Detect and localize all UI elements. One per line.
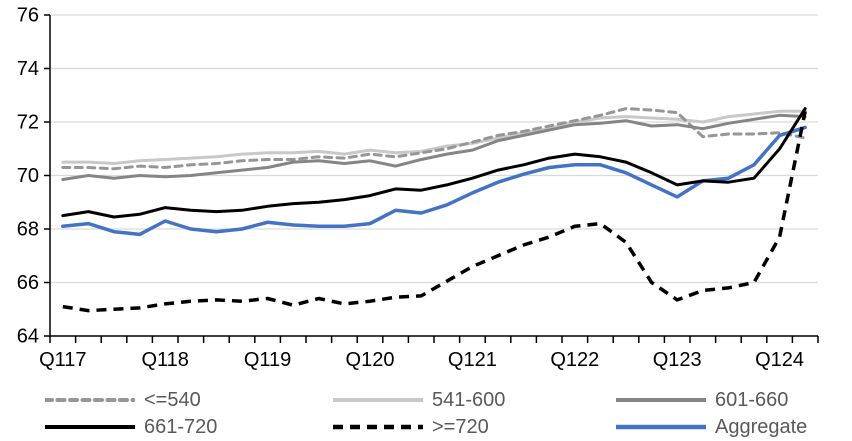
y-tick-label-72: 72 [17, 111, 39, 133]
y-tick-label-64: 64 [17, 325, 39, 347]
y-tick-label-74: 74 [17, 58, 39, 80]
x-tick-label-Q117: Q117 [39, 349, 86, 371]
legend-swatch-le-540 [45, 398, 135, 402]
legend-item-aggregate: Aggregate [616, 415, 807, 439]
series-line-541-600 [61, 109, 807, 165]
legend-label-le-540: <=540 [144, 389, 201, 411]
x-tick-label-Q124: Q124 [755, 349, 804, 371]
legend-swatch-aggregate [616, 424, 706, 430]
legend-item-661-720: 661-720 [45, 415, 217, 439]
series-line-540 [61, 107, 807, 171]
legend-label-ge-720: >=720 [432, 416, 489, 438]
legend-item-le-540: <=540 [45, 388, 201, 412]
series-line-601-660 [61, 113, 807, 181]
line-chart-plot: 64 66 68 70 72 74 76 Q117 Q118 Q119 Q120 Q121 Q122 Q1… [17, 4, 819, 371]
legend-item-ge-720: >=720 [333, 415, 489, 439]
legend-label-541-600: 541-600 [432, 389, 506, 411]
legend-item-541-600: 541-600 [333, 388, 505, 412]
legend-label-661-720: 661-720 [144, 416, 218, 438]
x-tick-label-Q119: Q119 [244, 349, 291, 371]
legend-label-601-660: 601-660 [715, 389, 789, 411]
legend-swatch-661-720 [45, 425, 135, 429]
x-tick-label-Q121: Q121 [448, 349, 497, 371]
x-tick-label-Q120: Q120 [346, 349, 395, 371]
series-line-661-720 [61, 107, 807, 219]
legend-item-601-660: 601-660 [616, 388, 788, 412]
legend-swatch-541-600 [333, 398, 423, 402]
x-tick-label-Q118: Q118 [141, 349, 188, 371]
y-tick-label-70: 70 [17, 165, 39, 187]
x-tick-label-Q122: Q122 [550, 349, 599, 371]
legend-label-aggregate: Aggregate [715, 416, 808, 438]
y-tick-label-68: 68 [17, 218, 39, 240]
y-tick-label-76: 76 [17, 4, 39, 26]
legend-swatch-601-660 [616, 398, 706, 402]
x-tick-label-Q123: Q123 [653, 349, 702, 371]
y-tick-label-66: 66 [17, 272, 39, 294]
series-line-Aggregate [61, 125, 807, 237]
legend-swatch-ge-720 [333, 424, 423, 430]
series-line-720 [62, 110, 807, 313]
